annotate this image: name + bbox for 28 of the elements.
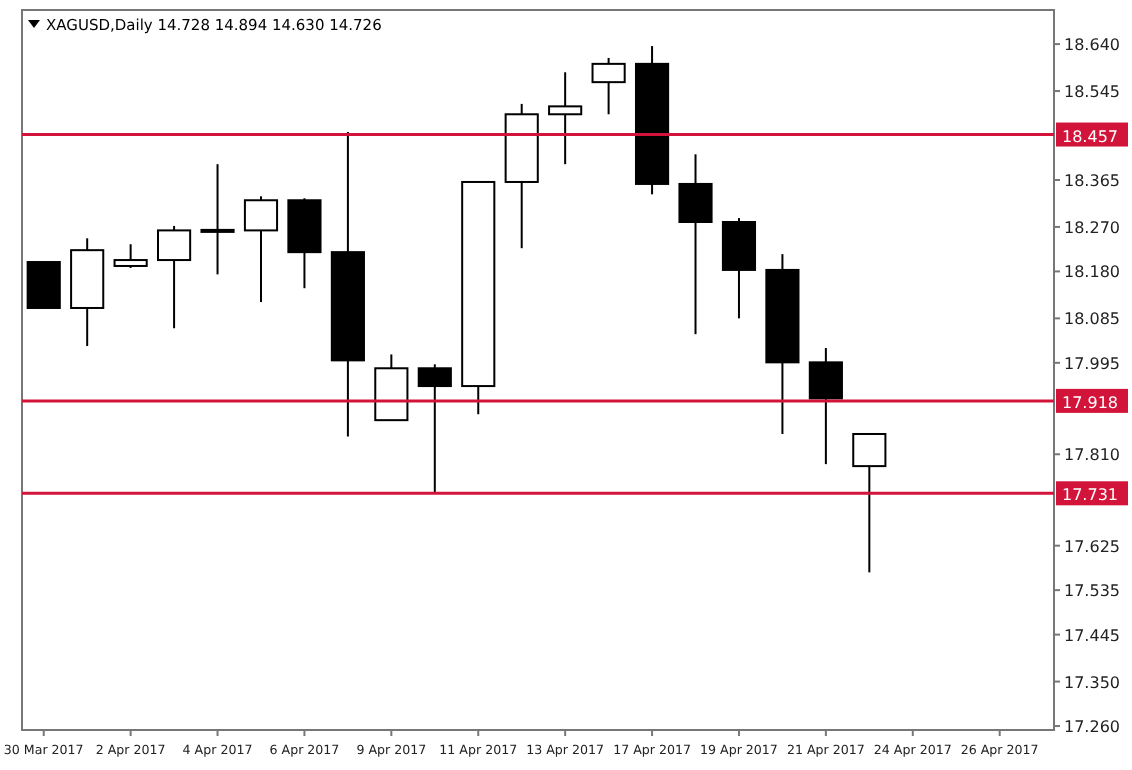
candlestick — [808, 347, 843, 466]
y-tick-label: 17.535 — [1064, 582, 1120, 601]
y-tick-label: 17.625 — [1064, 537, 1120, 556]
y-tick-label: 18.180 — [1064, 263, 1120, 282]
candlestick — [417, 363, 452, 495]
y-tick-label: 18.270 — [1064, 218, 1120, 237]
candlestick — [243, 195, 279, 304]
candlestick — [113, 243, 148, 269]
y-tick-label: 18.545 — [1064, 83, 1120, 102]
candlestick — [26, 261, 61, 309]
ref-line-label: 18.457 — [1062, 127, 1118, 146]
ref-line-label: 17.918 — [1062, 393, 1118, 412]
candlestick — [200, 163, 235, 276]
candlestick — [591, 56, 626, 116]
y-tick-label: 17.995 — [1064, 354, 1120, 373]
y-tick-label: 18.085 — [1064, 310, 1120, 329]
candlestick — [678, 153, 713, 336]
y-tick-label: 18.365 — [1064, 171, 1120, 190]
candlestick — [721, 217, 757, 320]
candlestick — [157, 224, 192, 330]
candlestick — [548, 71, 583, 166]
candlestick — [852, 432, 887, 574]
y-tick-label: 17.260 — [1064, 718, 1120, 737]
y-tick-label: 18.640 — [1064, 36, 1120, 55]
y-tick-label: 17.445 — [1064, 626, 1120, 645]
ref-line-label: 17.731 — [1062, 486, 1118, 505]
y-tick-label: 17.350 — [1064, 673, 1120, 692]
y-tick-label: 17.810 — [1064, 446, 1120, 465]
